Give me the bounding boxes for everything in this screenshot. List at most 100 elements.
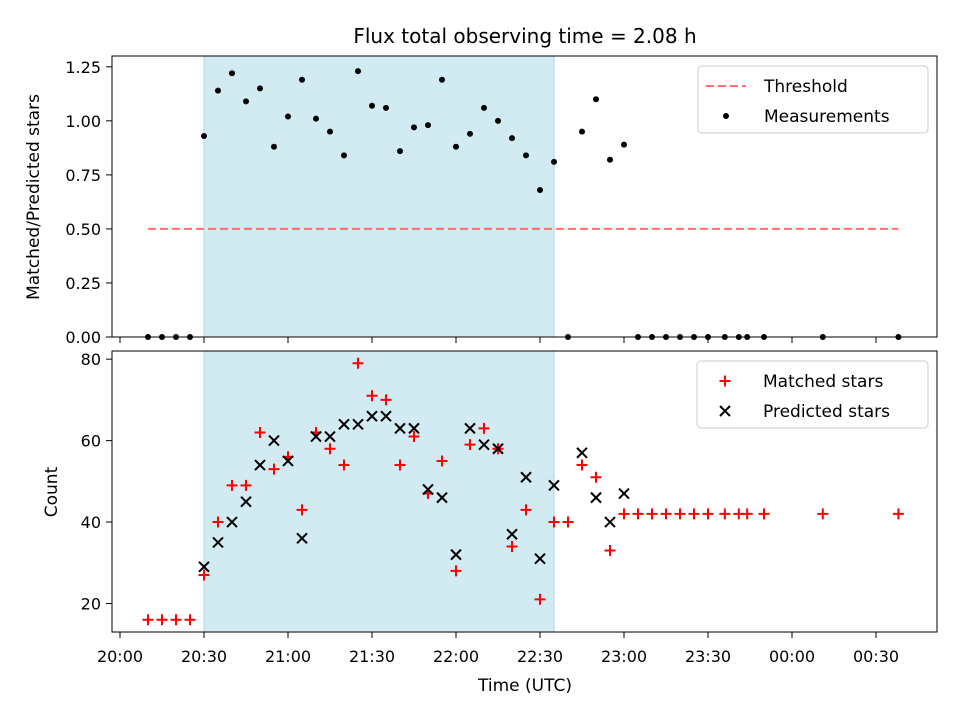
x-tick-label: 21:00 xyxy=(265,647,311,666)
x-tick-label: 20:30 xyxy=(181,647,227,666)
legend-measurement-swatch xyxy=(723,113,729,119)
measurement-point xyxy=(215,87,221,94)
measurement-point xyxy=(495,117,501,124)
measurement-point xyxy=(607,156,613,163)
predicted-star-point xyxy=(478,438,490,451)
measurement-point xyxy=(551,158,557,165)
matched-star-point xyxy=(562,516,574,528)
y-tick-label: 40 xyxy=(81,513,101,532)
count-axes-frame xyxy=(111,350,938,633)
measurement-point xyxy=(341,152,347,159)
matched-star-point xyxy=(212,516,224,528)
y-tick-label: 1.00 xyxy=(65,112,101,131)
matched-star-point xyxy=(394,459,406,471)
x-tick-label: 00:30 xyxy=(853,647,899,666)
measurement-point xyxy=(481,104,487,111)
ratio-axes-frame xyxy=(111,55,938,338)
matched-star-point xyxy=(142,614,154,626)
ratio-panel: 0.00 0.25 0.50 0.75 1.00 1.25 Matched/Predict… xyxy=(24,55,938,347)
matched-star-point xyxy=(184,614,196,626)
predicted-star-point xyxy=(212,536,224,549)
predicted-star-point xyxy=(296,532,308,545)
predicted-star-point xyxy=(520,471,532,483)
measurement-point xyxy=(369,102,375,109)
matched-star-point xyxy=(324,443,336,455)
measurement-point xyxy=(201,132,207,139)
measurement-point xyxy=(243,98,249,105)
legend-label: Measurements xyxy=(764,107,890,127)
x-tick-label: 23:00 xyxy=(601,647,647,666)
ratio-y-axis-label: Matched/Predicted stars xyxy=(24,94,44,300)
predicted-star-point xyxy=(450,548,462,561)
measurement-point xyxy=(383,104,389,111)
x-tick-label: 20:00 xyxy=(97,647,143,666)
matched-star-point xyxy=(702,508,714,520)
matched-star-point xyxy=(170,614,182,626)
y-tick-label: 0.00 xyxy=(65,328,101,347)
y-tick-label: 80 xyxy=(81,350,101,369)
matched-star-point xyxy=(534,593,546,605)
measurement-point xyxy=(579,128,585,135)
measurement-point xyxy=(257,85,263,92)
legend-label: Predicted stars xyxy=(763,402,890,422)
matched-star-point xyxy=(660,508,672,520)
predicted-star-point xyxy=(604,516,616,528)
predicted-star-point xyxy=(338,418,350,431)
matched-star-point xyxy=(618,508,630,520)
predicted-star-point xyxy=(464,422,476,435)
matched-star-point xyxy=(576,459,588,471)
predicted-star-point xyxy=(268,434,280,447)
predicted-star-point xyxy=(240,495,252,508)
y-tick-label: 60 xyxy=(81,432,101,451)
matched-star-point xyxy=(338,459,350,471)
matched-star-point xyxy=(719,508,731,520)
measurement-point xyxy=(313,115,319,122)
predicted-star-point xyxy=(492,443,504,455)
legend-matched-swatch xyxy=(719,375,731,387)
matched-star-point xyxy=(156,614,168,626)
predicted-star-point xyxy=(436,491,448,504)
measurement-point xyxy=(229,70,235,77)
measurement-point xyxy=(537,187,543,194)
matched-star-point xyxy=(366,390,378,402)
y-tick-label: 0.25 xyxy=(65,274,101,293)
measurement-point xyxy=(285,113,291,120)
matched-star-point xyxy=(464,439,476,451)
predicted-star-point xyxy=(506,528,518,540)
legend-label: Threshold xyxy=(763,77,848,97)
predicted-star-point xyxy=(408,422,420,435)
matched-star-point xyxy=(520,504,532,516)
legend-box xyxy=(696,360,929,429)
matched-star-point xyxy=(590,471,602,483)
matched-star-point xyxy=(240,479,252,491)
matched-star-point xyxy=(226,479,238,491)
matched-star-point xyxy=(817,508,829,520)
y-tick-label: 20 xyxy=(81,594,101,613)
predicted-star-point xyxy=(324,430,336,443)
measurement-point xyxy=(467,130,473,137)
matched-star-point xyxy=(741,508,753,520)
matched-star-point xyxy=(506,540,518,552)
legend-label: Matched stars xyxy=(763,372,883,392)
predicted-star-point xyxy=(548,479,560,492)
measurement-point xyxy=(453,143,459,150)
predicted-star-point xyxy=(198,561,210,573)
shaded-interval xyxy=(203,55,555,338)
predicted-star-point xyxy=(226,516,238,528)
x-axis-label: Time (UTC) xyxy=(477,676,572,696)
measurement-point xyxy=(355,68,361,75)
matched-star-point xyxy=(632,508,644,520)
matched-star-point xyxy=(674,508,686,520)
predicted-star-point xyxy=(352,418,364,431)
measurement-point xyxy=(593,96,599,103)
matched-star-point xyxy=(478,422,490,434)
y-tick-label: 0.50 xyxy=(65,220,101,239)
x-tick-label: 22:30 xyxy=(517,647,563,666)
matched-star-point xyxy=(646,508,658,520)
measurement-point xyxy=(509,135,515,142)
y-tick-label: 1.25 xyxy=(65,58,101,77)
predicted-star-point xyxy=(282,455,294,467)
measurement-point xyxy=(425,122,431,129)
matched-star-point xyxy=(758,508,770,520)
predicted-star-point xyxy=(422,483,434,496)
